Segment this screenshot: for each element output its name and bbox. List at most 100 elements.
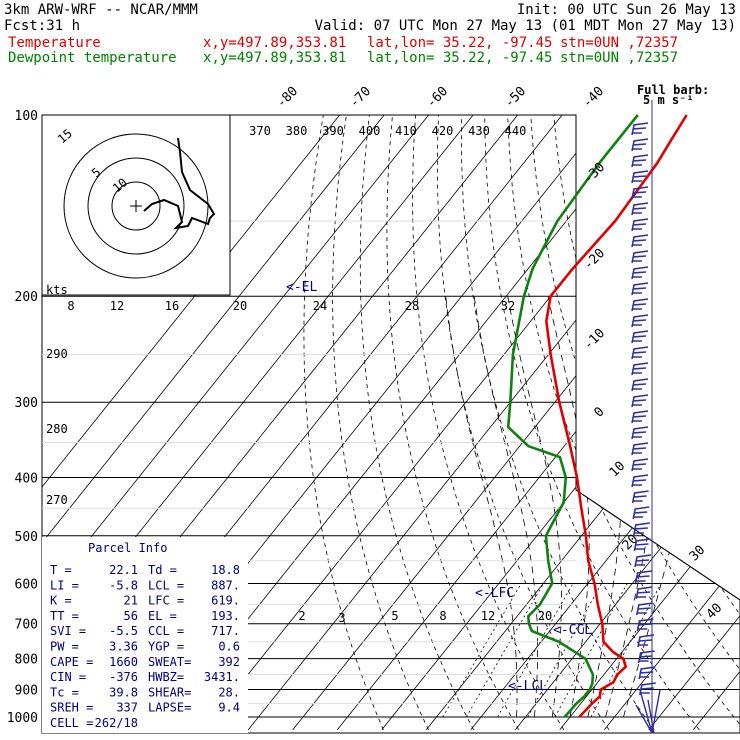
parcel-row-value: -5.5 [109,624,138,638]
theta-e-label: 420 [432,124,454,138]
temperature-curve [545,114,688,718]
theta-label: 280 [46,422,68,436]
parcel-row-key2: LAPSE= [148,701,191,715]
wind-scale-tick: 28 [405,299,419,313]
temp-latlon: lat,lon= 35.22, -97.45 [367,35,552,51]
parcel-row-value2: 619. [211,594,240,608]
wind-barb [631,202,649,216]
wind-scale-tick: 8 [67,299,74,313]
level-marker: <-LCL [508,679,547,694]
moist-adiabat [623,296,709,718]
wind-barb [631,362,649,376]
parcel-box-bg [42,537,248,733]
model-title: 3km ARW-WRF -- NCAR/MMM [4,2,198,18]
moist-adiabat [445,296,518,717]
wind-barb [631,266,649,280]
parcel-row-value2: 193. [211,609,240,623]
theta-e-label: 370 [249,124,271,138]
parcel-row-value2: 717. [211,624,240,638]
wind-barb [631,218,649,232]
parcel-row-key2: YGP = [148,640,184,654]
wind-barb [631,346,649,360]
pressure-tick-label: 600 [15,577,38,592]
isotherm-line [42,115,451,731]
wind-barb [631,186,649,200]
parcel-row-key: CAPE = [50,655,93,669]
isotherm-label: -60 [424,84,451,111]
parcel-row-key2: SWEAT= [148,655,191,669]
isotherm-line [42,115,407,731]
parcel-row-value: 56 [124,609,138,623]
parcel-row-key2: LFC = [148,594,184,608]
dry-adiabat [691,115,740,731]
wind-barb [637,650,655,664]
parcel-row-value: 3.36 [109,640,138,654]
parcel-row-value2: 9.4 [218,701,240,715]
dew-latlon: lat,lon= 35.22, -97.45 [367,50,552,66]
moist-adiabat [547,296,590,718]
parcel-row-value: 1660 [109,655,138,669]
parcel-row-value2: 3431. [204,670,240,684]
mixing-ratio-line [466,583,544,718]
wind-barb [631,122,649,136]
level-marker: <-EL [286,280,317,295]
isotherm-label: -40 [580,84,607,111]
wind-barb [631,298,649,312]
wind-scale-tick: 16 [165,299,179,313]
parcel-row-key: PW = [50,640,79,654]
wind-barb [631,282,649,296]
wind-barb [635,586,653,600]
parcel-row-key2: Td = [148,563,177,577]
parcel-row-value2: 392 [218,655,240,669]
theta-label: 270 [46,493,68,507]
isotherm-label: -80 [274,84,301,111]
isotherm-label: 40 [704,601,726,623]
pressure-tick-label: 300 [15,396,38,411]
parcel-row-key2: CCL = [148,624,184,638]
pressure-tick-label: 900 [15,683,38,698]
valid-time: Valid: 07 UTC Mon 27 May 13 (01 MDT Mon … [315,18,736,34]
mixing-ratio-line [442,583,522,718]
pressure-tick-label: 800 [15,653,38,668]
wind-barb [631,426,649,440]
wind-barb [631,474,649,488]
parcel-row-value2: 0.6 [218,640,240,654]
temp-stn: stn=0UN ,72357 [560,35,678,51]
wind-barb [631,138,649,152]
mixing-ratio-label: 12 [481,609,495,623]
theta-label: 290 [46,347,68,361]
parcel-row-value2: 887. [211,578,240,592]
parcel-row-value: -5.8 [109,578,138,592]
parcel-row-value: 21 [124,594,138,608]
wind-barb [631,378,649,392]
dry-adiabat [668,115,740,731]
parcel-row-value2: 18.8 [211,563,240,577]
parcel-row-key2: EL = [148,609,177,623]
sounding-curves [506,114,688,718]
dry-adiabat [645,115,740,731]
isotherm-label: -70 [347,84,374,111]
level-marker: <-CCL [553,623,592,638]
dry-adiabat [599,115,740,731]
parcel-row-value: -376 [109,670,138,684]
pressure-tick-label: 100 [15,109,38,124]
wind-barb [634,570,652,584]
isotherm-line [247,115,740,731]
wind-barb [637,634,655,648]
isotherm-line [203,115,718,731]
parcel-row-key: CIN = [50,670,86,684]
wind-barb [631,170,649,184]
wind-barb [636,618,654,632]
pressure-tick-label: 700 [15,618,38,633]
mixing-ratio-lines [442,583,662,718]
barb-legend-line2: 5 m s⁻¹ [643,93,694,107]
pressure-tick-label: 1000 [7,711,38,726]
dry-adiabat [359,115,474,730]
isotherm-line [648,115,740,731]
barb-legend-line1: Full barb: [637,83,709,97]
pressure-tick-label: 500 [15,530,38,545]
wind-scale-unit: kts [46,283,68,297]
hodograph-ring [87,157,185,255]
